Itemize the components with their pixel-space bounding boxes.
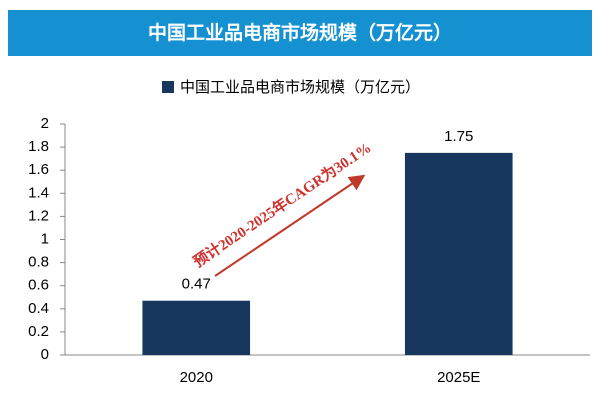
bar <box>404 152 513 355</box>
y-tick-label: 0.8 <box>28 254 49 271</box>
y-tick-label: 1.6 <box>28 161 49 178</box>
legend-swatch <box>162 81 174 93</box>
y-tick-label: 1 <box>41 230 49 247</box>
annotation: 预计2020-2025年CAGR为30.1% <box>190 138 375 271</box>
y-tick-label: 0.6 <box>28 277 49 294</box>
title-banner <box>8 10 592 56</box>
y-tick-label: 0.2 <box>28 323 49 340</box>
trend-arrow <box>214 174 366 277</box>
bar <box>142 300 251 355</box>
y-tick-label: 1.2 <box>28 207 49 224</box>
y-tick-label: 1.8 <box>28 138 49 155</box>
value-label: 1.75 <box>444 128 473 145</box>
y-tick-label: 1.4 <box>28 184 49 201</box>
chart-title: 中国工业品电商市场规模（万亿元） <box>148 21 452 44</box>
y-tick-label: 2 <box>41 115 49 132</box>
legend-label: 中国工业品电商市场规模（万亿元） <box>180 79 420 96</box>
y-tick-label: 0 <box>41 346 49 363</box>
y-tick-label: 0.4 <box>28 300 49 317</box>
x-tick-label: 2020 <box>180 369 213 386</box>
x-tick-label: 2025E <box>437 369 480 386</box>
value-label: 0.47 <box>182 276 211 293</box>
